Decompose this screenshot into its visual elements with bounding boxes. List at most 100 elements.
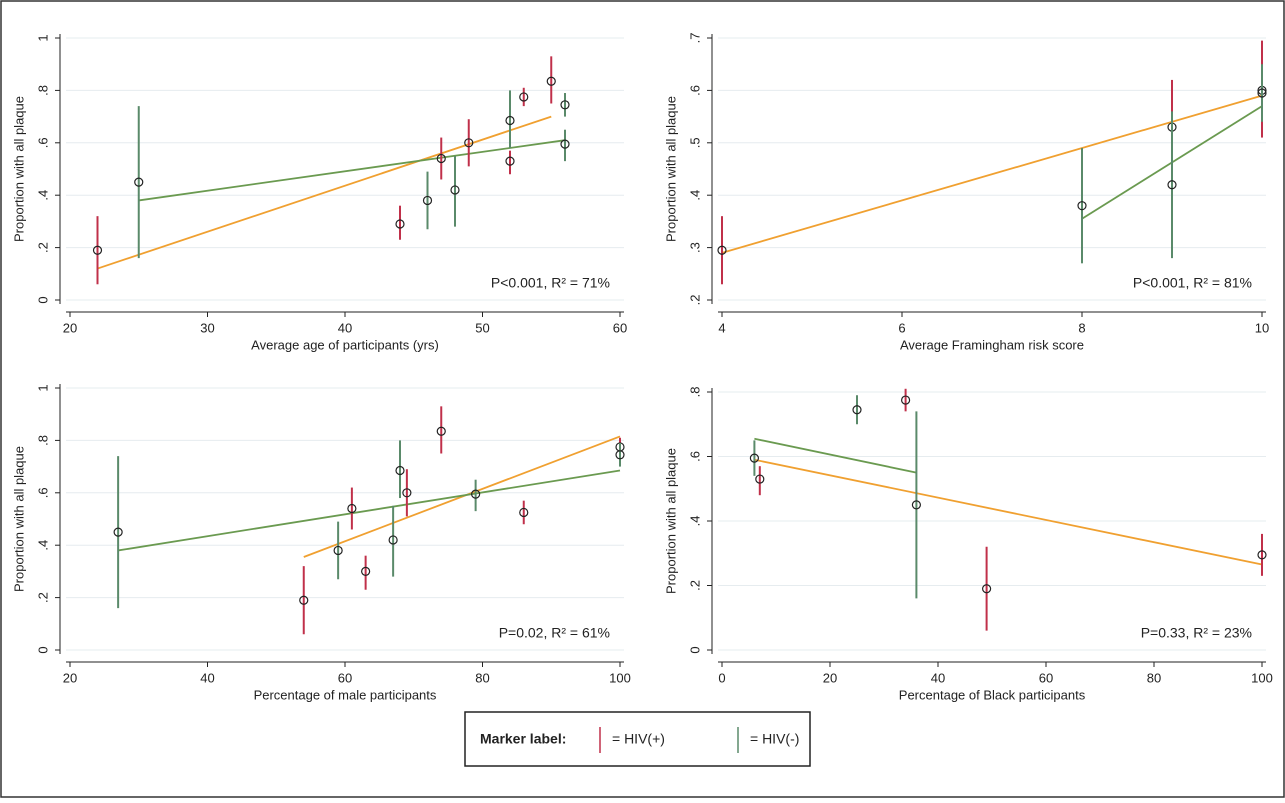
point	[422, 195, 433, 206]
x-tick-label: 40	[931, 670, 945, 685]
y-tick-label: .6	[687, 85, 702, 96]
x-tick-label: 20	[823, 670, 837, 685]
point	[505, 115, 515, 126]
point	[615, 450, 625, 460]
x-tick-label: 0	[718, 670, 725, 685]
x-tick-label: 6	[898, 320, 905, 335]
point	[395, 465, 405, 476]
y-tick-label: 1	[35, 384, 50, 391]
x-tick-label: 60	[338, 670, 352, 685]
y-tick-label: 0	[687, 646, 702, 653]
y-tick-label: .6	[35, 137, 50, 148]
point	[1167, 180, 1177, 190]
point	[464, 138, 474, 148]
x-tick-label: 40	[338, 320, 352, 335]
x-tick-label: 20	[63, 670, 77, 685]
x-axis-title: Average age of participants (yrs)	[251, 337, 439, 352]
point	[1077, 201, 1087, 211]
y-tick-label: .4	[687, 516, 702, 527]
point	[402, 488, 412, 498]
point	[755, 474, 765, 484]
x-tick-label: 100	[609, 670, 631, 685]
y-tick-label: .2	[687, 295, 702, 306]
x-tick-label: 100	[1251, 670, 1273, 685]
y-tick-label: .5	[687, 137, 702, 148]
y-axis-title: Proportion with all plaque	[11, 96, 26, 242]
y-tick-label: 0	[35, 646, 50, 653]
point	[852, 405, 862, 415]
y-tick-label: .6	[687, 451, 702, 462]
y-tick-label: .8	[35, 435, 50, 446]
legend-label: = HIV(-)	[750, 731, 799, 747]
y-tick-label: 0	[35, 296, 50, 303]
point	[519, 507, 529, 518]
point	[347, 503, 357, 514]
y-tick-label: .3	[687, 242, 702, 253]
point	[981, 584, 992, 594]
y-tick-label: .2	[687, 580, 702, 591]
x-tick-label: 60	[613, 320, 627, 335]
fit-line	[97, 115, 552, 270]
point	[900, 395, 911, 405]
point	[113, 527, 123, 537]
annotation: P<0.001, R² = 81%	[1133, 275, 1252, 291]
point	[436, 426, 446, 436]
x-tick-label: 50	[475, 320, 489, 335]
point	[361, 566, 371, 577]
y-tick-label: 1	[35, 34, 50, 41]
annotation: P<0.001, R² = 71%	[491, 275, 610, 291]
fit-line	[754, 437, 917, 474]
legend-label: = HIV(+)	[612, 731, 665, 747]
legend-title: Marker label:	[480, 731, 566, 747]
y-axis-title: Proportion with all plaque	[663, 448, 678, 594]
point	[749, 453, 760, 463]
y-tick-label: .4	[35, 540, 50, 551]
x-tick-label: 80	[475, 670, 489, 685]
point	[299, 595, 309, 605]
x-axis-title: Percentage of male participants	[254, 687, 437, 702]
y-tick-label: .6	[35, 487, 50, 498]
fit-line	[754, 458, 1263, 566]
x-tick-label: 60	[1039, 670, 1053, 685]
point	[395, 219, 405, 229]
point	[519, 92, 529, 102]
y-tick-label: .8	[687, 387, 702, 398]
point	[436, 153, 446, 164]
y-tick-label: .7	[687, 33, 702, 44]
point	[560, 139, 570, 149]
x-tick-label: 8	[1078, 320, 1085, 335]
x-tick-label: 10	[1255, 320, 1269, 335]
y-axis-title: Proportion with all plaque	[11, 446, 26, 592]
x-tick-label: 80	[1147, 670, 1161, 685]
point	[911, 500, 922, 510]
y-tick-label: .8	[35, 85, 50, 96]
y-tick-label: .4	[687, 190, 702, 201]
legend-box	[464, 711, 811, 767]
fit-line	[117, 469, 621, 552]
point	[1257, 550, 1267, 560]
point	[505, 156, 515, 166]
y-tick-label: .2	[35, 242, 50, 253]
y-axis-title: Proportion with all plaque	[663, 96, 678, 242]
annotation: P=0.33, R² = 23%	[1141, 625, 1252, 641]
x-axis-title: Average Framingham risk score	[900, 337, 1084, 352]
point	[388, 535, 398, 545]
y-tick-label: .4	[35, 190, 50, 201]
fit-line	[303, 435, 621, 558]
x-tick-label: 4	[718, 320, 725, 335]
x-tick-label: 20	[63, 320, 77, 335]
x-tick-label: 40	[200, 670, 214, 685]
point	[92, 245, 103, 255]
point	[450, 185, 460, 195]
point	[717, 245, 727, 255]
point	[333, 545, 343, 556]
x-tick-label: 30	[200, 320, 214, 335]
point	[560, 100, 570, 110]
fit-line	[138, 139, 566, 202]
y-tick-label: .2	[35, 592, 50, 603]
fit-line	[721, 94, 1263, 254]
point	[1257, 88, 1267, 98]
x-axis-title: Percentage of Black participants	[899, 687, 1086, 702]
